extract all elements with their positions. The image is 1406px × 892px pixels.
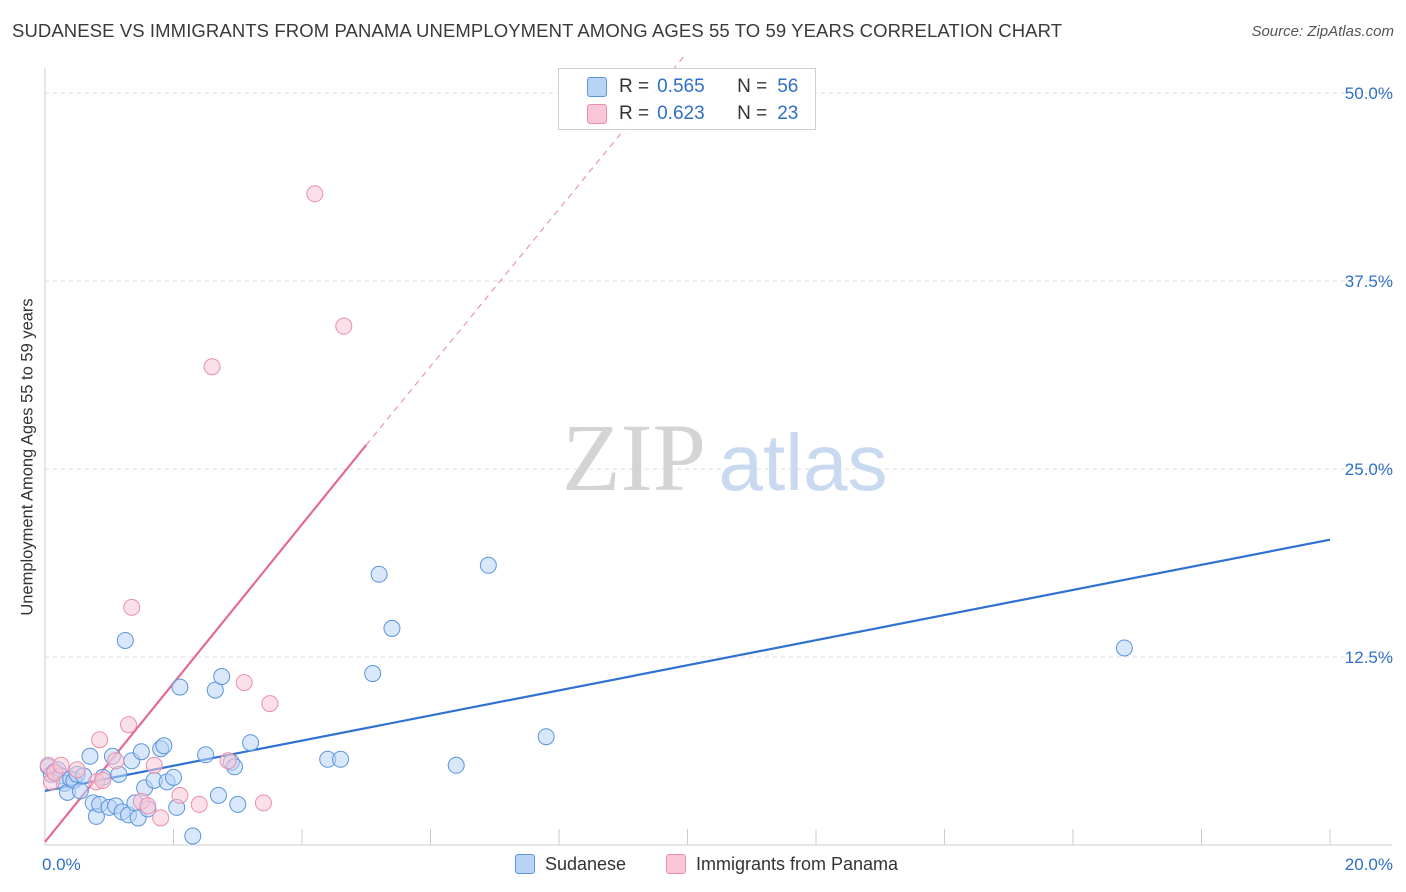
watermark: ZIP atlas xyxy=(562,404,887,511)
point-panama xyxy=(94,771,112,789)
point-sudanese xyxy=(1115,639,1133,657)
point-sudanese xyxy=(370,565,388,583)
point-panama xyxy=(254,794,272,812)
legend-r-value: 0.565 xyxy=(657,76,705,97)
chart-title: SUDANESE VS IMMIGRANTS FROM PANAMA UNEMP… xyxy=(12,20,1063,41)
point-sudanese xyxy=(447,756,465,774)
trend-line-sudanese xyxy=(44,538,1331,792)
point-sudanese xyxy=(537,728,555,746)
bottom-legend-label-panama: Immigrants from Panama xyxy=(696,853,899,874)
point-sudanese xyxy=(184,827,202,845)
point-sudanese xyxy=(383,619,401,637)
point-sudanese xyxy=(132,743,150,761)
point-sudanese xyxy=(197,746,215,764)
bottom-legend-label-sudanese: Sudanese xyxy=(545,853,627,874)
legend-row-panama: R = 0.623 N = 23 xyxy=(587,101,798,127)
legend-r-label: R = xyxy=(619,76,650,97)
point-panama xyxy=(171,786,189,804)
point-sudanese xyxy=(116,631,134,649)
point-sudanese xyxy=(242,734,260,752)
point-sudanese xyxy=(229,795,247,813)
x-tick-label: 0.0% xyxy=(42,855,81,874)
point-panama xyxy=(203,358,221,376)
point-panama xyxy=(306,185,324,203)
point-sudanese xyxy=(165,768,182,786)
correlation-legend: R = 0.565 N = 56 R = 0.623 N = 23 xyxy=(558,68,816,130)
bottom-legend-sudanese: Sudanese xyxy=(515,852,626,876)
legend-n-label: N = xyxy=(737,76,768,97)
legend-n-value: 23 xyxy=(777,103,799,124)
point-sudanese xyxy=(209,786,227,804)
point-sudanese xyxy=(364,665,382,683)
point-sudanese xyxy=(213,668,231,686)
point-sudanese xyxy=(71,782,89,800)
point-panama xyxy=(120,716,138,734)
point-sudanese xyxy=(171,678,189,696)
point-panama xyxy=(52,756,70,774)
y-tick-label: 37.5% xyxy=(1345,272,1393,291)
y-tick-label: 50.0% xyxy=(1345,84,1393,103)
x-tick-label: 20.0% xyxy=(1345,855,1393,874)
point-panama xyxy=(123,598,141,616)
point-panama xyxy=(139,797,157,815)
point-panama xyxy=(91,731,109,749)
legend-r-value: 0.623 xyxy=(657,103,705,124)
y-axis-label: Unemployment Among Ages 55 to 59 years xyxy=(18,298,37,616)
legend-n-value: 56 xyxy=(777,76,799,97)
point-panama xyxy=(152,809,170,827)
bottom-legend-panama: Immigrants from Panama xyxy=(666,852,898,876)
tick-label-layer: 12.5% 25.0% 37.5% 50.0% 0.0% 20.0% xyxy=(42,84,1393,874)
source-label: Source: ZipAtlas.com xyxy=(1251,23,1394,40)
point-panama xyxy=(261,695,279,713)
points-layer xyxy=(39,185,1133,845)
point-panama xyxy=(219,752,237,770)
y-tick-label: 25.0% xyxy=(1345,460,1393,479)
point-sudanese xyxy=(479,556,497,574)
point-panama xyxy=(190,795,208,813)
point-panama xyxy=(235,674,253,692)
point-panama xyxy=(335,317,353,335)
legend-row-sudanese: R = 0.565 N = 56 xyxy=(587,74,798,100)
legend-swatch-sudanese xyxy=(587,77,607,97)
legend-r-label: R = xyxy=(619,103,650,124)
y-tick-label: 12.5% xyxy=(1345,648,1393,667)
watermark-zip: ZIP xyxy=(562,404,706,511)
grid-layer xyxy=(45,92,1392,658)
legend-n-label: N = xyxy=(737,103,768,124)
watermark-atlas: atlas xyxy=(719,418,888,507)
point-panama xyxy=(145,756,163,774)
point-sudanese xyxy=(81,747,99,765)
bottom-swatch-panama xyxy=(666,854,686,874)
point-sudanese xyxy=(155,737,173,755)
point-panama xyxy=(107,752,125,770)
bottom-swatch-sudanese xyxy=(515,854,535,874)
legend-swatch-panama xyxy=(587,104,607,124)
point-sudanese xyxy=(332,750,350,768)
point-panama xyxy=(68,761,86,779)
axis-layer xyxy=(44,68,1392,846)
